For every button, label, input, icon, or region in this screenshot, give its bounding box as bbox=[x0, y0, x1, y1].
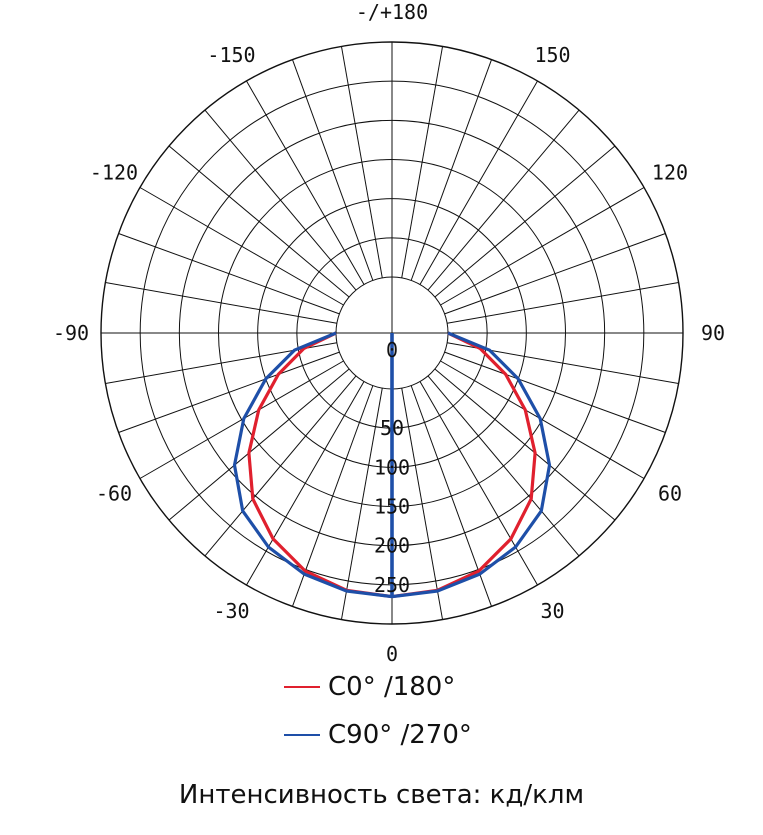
angle-label: -150 bbox=[207, 43, 255, 67]
grid-spoke bbox=[427, 375, 580, 557]
grid-spoke bbox=[440, 360, 645, 479]
grid-spoke bbox=[139, 187, 344, 306]
grid-spoke bbox=[204, 375, 357, 557]
grid-spoke bbox=[105, 281, 337, 324]
curves bbox=[232, 331, 552, 599]
angle-label: 90 bbox=[701, 321, 725, 345]
grid-spoke bbox=[118, 233, 340, 315]
grid-spoke bbox=[444, 351, 666, 433]
angle-label: 0 bbox=[386, 642, 398, 666]
angle-label: 150 bbox=[534, 43, 570, 67]
grid-spoke bbox=[440, 187, 645, 306]
grid-spoke bbox=[168, 368, 350, 521]
radial-label: 0 bbox=[386, 338, 398, 362]
radial-label: 150 bbox=[374, 495, 410, 519]
grid-spoke bbox=[139, 360, 344, 479]
legend-swatch-c0 bbox=[284, 686, 320, 688]
grid-spoke bbox=[118, 351, 340, 433]
grid-spoke bbox=[434, 368, 616, 521]
radial-label: 100 bbox=[374, 455, 410, 479]
legend-label-c90: C90° /270° bbox=[328, 720, 472, 750]
grid-spoke bbox=[419, 381, 538, 586]
chart-caption: Интенсивность света: кд/клм bbox=[178, 780, 585, 810]
grid-spoke bbox=[427, 109, 580, 291]
grid-spoke bbox=[410, 59, 492, 281]
legend-swatch-c90 bbox=[284, 734, 320, 736]
grid-spoke bbox=[204, 109, 357, 291]
angle-label: -90 bbox=[53, 321, 89, 345]
grid-spoke bbox=[447, 281, 679, 324]
grid-spoke bbox=[340, 46, 383, 278]
radial-labels: 0 50 100 150 200 250 bbox=[374, 338, 410, 597]
grid-spoke bbox=[401, 46, 444, 278]
grid-spoke bbox=[340, 388, 383, 620]
angle-label: -120 bbox=[90, 161, 138, 185]
grid-spoke bbox=[444, 233, 666, 315]
grid-spoke bbox=[401, 388, 444, 620]
angle-label: 60 bbox=[658, 482, 682, 506]
legend-label-c0: C0° /180° bbox=[328, 672, 456, 702]
angle-label: -30 bbox=[213, 599, 249, 623]
legend-entry-c0: C0° /180° bbox=[284, 670, 455, 704]
angle-label: -60 bbox=[96, 482, 132, 506]
angle-label: 30 bbox=[540, 599, 564, 623]
grid-spoke bbox=[246, 80, 365, 285]
radial-label: 200 bbox=[374, 534, 410, 558]
radial-label: 250 bbox=[374, 573, 410, 597]
grid-spoke bbox=[434, 145, 616, 298]
grid-spoke bbox=[168, 145, 350, 298]
grid-spoke bbox=[246, 381, 365, 586]
legend-entry-c90: C90° /270° bbox=[284, 718, 472, 752]
radial-label: 50 bbox=[380, 416, 404, 440]
grid-spoke bbox=[419, 80, 538, 285]
polar-chart: -/+180 150 -150 120 -120 90 -90 60 -60 30 -30 0 0 50… bbox=[53, 0, 725, 666]
angle-label: -/+180 bbox=[356, 0, 428, 24]
angle-labels: -/+180 150 -150 120 -120 90 -90 60 -60 30 -30 0 bbox=[53, 0, 725, 666]
series-line-1 bbox=[232, 331, 552, 599]
grid-spoke bbox=[292, 59, 374, 281]
angle-label: 120 bbox=[652, 161, 688, 185]
